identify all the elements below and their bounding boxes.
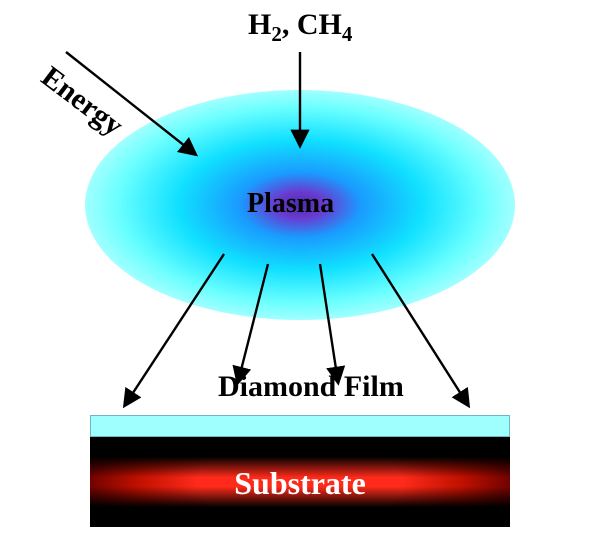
diamond-film-label: Diamond Film [218, 370, 404, 404]
diamond-film-layer [90, 415, 510, 437]
diagram-canvas: H2, CH4 Energy Plasma Diamond Film Subst… [0, 0, 605, 552]
substrate-label: Substrate [90, 465, 510, 502]
substrate-block: Substrate [90, 437, 510, 527]
gases-label: H2, CH4 [248, 8, 352, 47]
arrow-out-2 [238, 264, 268, 382]
plasma-label: Plasma [247, 188, 334, 220]
arrow-out-3 [320, 264, 338, 382]
arrow-out-1 [125, 254, 224, 405]
